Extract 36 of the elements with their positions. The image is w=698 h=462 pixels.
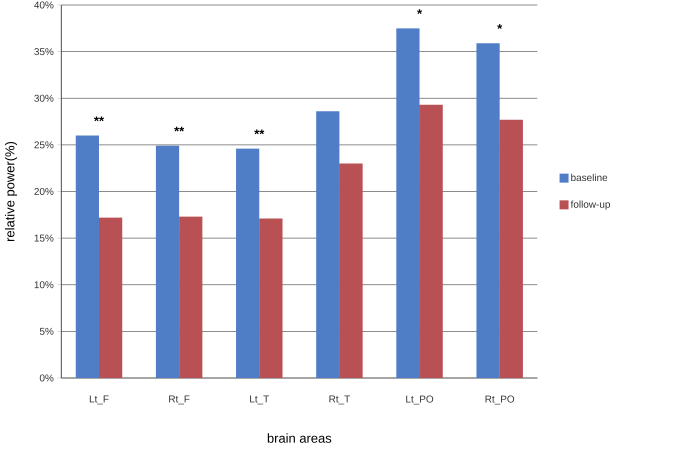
annotation: ** [254,130,264,134]
bar [420,104,443,378]
annotation: * [417,9,422,14]
bar [476,43,500,378]
bar [179,216,202,378]
x-tick-label: Lt_T [250,396,270,404]
bar [316,111,340,378]
annotation: ** [174,126,184,132]
legend-label: baseline [571,174,608,182]
annotation: ** [94,116,104,122]
x-tick-label: Lt_PO [406,396,434,404]
y-tick-label: 5% [40,328,54,335]
y-tick-label: 10% [34,281,54,288]
bar [339,164,363,378]
bar [500,120,523,378]
x-tick-label: Rt_PO [486,396,514,404]
bar [236,148,260,378]
bar [396,28,420,378]
bar [99,218,122,378]
legend-label: follow‐up [570,200,610,210]
annotation: * [497,24,502,29]
y-tick-label: 15% [34,234,54,242]
bar [156,146,180,378]
bar [76,136,99,378]
y-axis-title: relative power(%) [4,142,18,242]
y-tick-label: 35% [34,48,54,56]
y-tick-label: 30% [34,94,54,102]
y-tick-label: 40% [34,1,54,9]
x-tick-label: Rt_T [329,396,350,404]
y-tick-label: 25% [34,141,54,148]
x-tick-label: Rt_F [169,396,190,404]
x-tick-label: Lt_F [90,396,109,404]
bar [259,218,283,378]
y-tick-label: 0% [40,374,54,382]
x-axis-title: brain areas [268,433,332,443]
y-tick-label: 20% [34,188,54,196]
